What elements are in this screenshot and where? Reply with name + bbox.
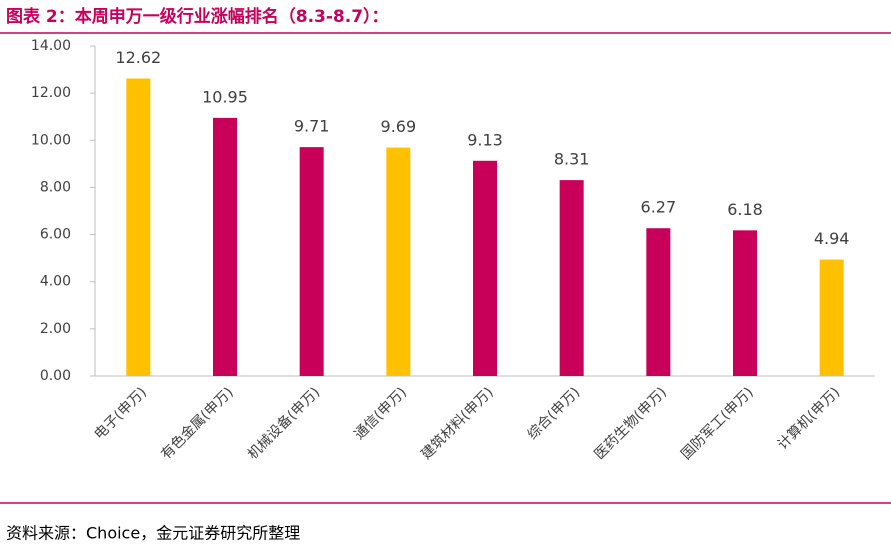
source-note: 资料来源：Choice，金元证券研究所整理 <box>6 524 300 543</box>
x-tick-label: 国防军工(申万) <box>678 384 756 462</box>
y-tick-label: 2.00 <box>40 321 71 337</box>
value-label: 6.27 <box>641 198 677 217</box>
bar <box>473 160 497 376</box>
x-tick-label: 医药生物(申万) <box>592 384 670 462</box>
y-tick-label: 0.00 <box>40 368 71 384</box>
x-tick-label: 电子(申万) <box>91 384 150 443</box>
y-tick-label: 8.00 <box>40 179 71 195</box>
y-tick-label: 14.00 <box>31 38 71 54</box>
chart-title: 图表 2：本周申万一级行业涨幅排名（8.3-8.7）： <box>6 6 389 27</box>
bar <box>126 78 151 377</box>
value-label: 4.94 <box>814 229 850 248</box>
y-tick-label: 10.00 <box>31 132 71 148</box>
value-label: 8.31 <box>554 150 590 169</box>
value-label: 9.69 <box>381 117 417 136</box>
x-tick-label: 建筑材料(申万) <box>418 384 496 462</box>
bar <box>213 117 237 377</box>
bar <box>559 180 584 376</box>
value-label: 9.13 <box>467 130 503 149</box>
value-label: 12.62 <box>115 48 161 67</box>
x-tick-label: 通信(申万) <box>351 384 410 443</box>
bar <box>386 147 411 376</box>
y-tick-label: 12.00 <box>31 85 71 101</box>
x-tick-label: 综合(申万) <box>525 384 584 443</box>
value-label: 10.95 <box>202 87 248 106</box>
x-tick-label: 计算机(申万) <box>775 384 844 453</box>
value-label: 9.71 <box>294 117 330 136</box>
x-tick-label: 机械设备(申万) <box>244 384 323 463</box>
value-label: 6.18 <box>727 200 763 219</box>
bar <box>299 147 324 376</box>
y-tick-label: 4.00 <box>40 274 71 290</box>
x-tick-label: 有色金属(申万) <box>158 384 237 463</box>
bar <box>733 230 757 376</box>
bar <box>819 259 844 376</box>
bar <box>646 228 671 376</box>
y-tick-label: 6.00 <box>40 227 71 243</box>
